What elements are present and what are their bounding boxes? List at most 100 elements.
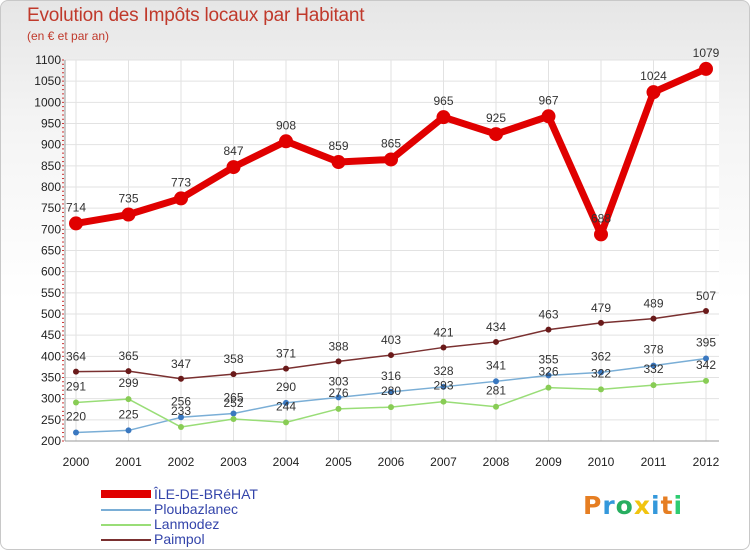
data-point [703,308,709,315]
data-point [594,227,608,242]
data-point [230,371,237,378]
data-label: 507 [696,289,716,303]
logo-letter: i [651,491,661,520]
y-tick-label: 500 [41,307,61,321]
data-point [436,110,451,125]
data-point [125,427,132,434]
legend-swatch [101,490,151,498]
data-label: 847 [223,144,243,158]
legend-swatch [101,509,151,511]
y-tick-label: 750 [41,201,61,215]
legend-label: Ploubazlanec [154,501,239,517]
y-tick-label: 300 [41,392,61,406]
y-tick-label: 950 [41,117,61,131]
data-point [545,384,552,391]
data-point [493,378,499,385]
data-label: 388 [328,339,348,353]
data-label: 281 [486,384,506,398]
data-point [69,216,83,231]
data-label: 403 [381,333,401,347]
data-point [388,388,394,395]
data-label: 244 [276,399,296,413]
logo-letter: i [673,491,684,520]
data-point [335,405,342,412]
data-point [178,414,184,421]
data-label: 965 [433,94,453,108]
data-label: 293 [433,379,453,393]
data-label: 291 [66,379,86,393]
data-point [440,398,447,405]
data-point [283,365,289,372]
data-point [125,396,132,403]
data-point [598,319,604,326]
y-tick-label: 200 [41,434,61,448]
data-label: 276 [328,386,348,400]
data-point [703,377,709,384]
y-tick-label: 1100 [35,53,61,67]
data-label: 859 [328,139,348,153]
y-tick-label: 350 [41,371,61,385]
y-tick-label: 600 [41,265,61,279]
data-label: 378 [643,343,663,357]
data-point [598,369,604,376]
data-point [73,368,79,375]
data-label: 252 [223,396,243,410]
data-point [440,383,447,390]
x-tick-label: 2001 [115,455,142,469]
x-tick-label: 2003 [220,455,247,469]
data-label: 908 [276,118,296,132]
data-label: 280 [381,384,401,398]
data-label: 434 [486,320,506,334]
data-label: 342 [696,358,716,372]
data-point [598,386,604,393]
logo-letter: t [660,491,674,520]
data-point [650,362,657,369]
data-point [178,424,184,431]
data-point [331,155,346,170]
x-tick-label: 2012 [693,455,720,469]
data-label: 735 [118,192,138,206]
data-label: 265 [223,390,243,404]
y-tick-label: 700 [41,222,61,236]
legend-swatch [101,539,151,541]
data-point [283,399,289,406]
proxiti-logo: Proxiti [583,491,683,520]
data-label: 365 [118,349,138,363]
data-point [335,394,342,401]
data-point [230,415,237,422]
data-label: 326 [538,365,558,379]
data-point [73,429,79,436]
x-tick-label: 2009 [535,455,562,469]
data-label: 328 [433,364,453,378]
y-tick-label: 250 [41,413,61,427]
data-label: 341 [486,358,506,372]
data-point [545,326,552,333]
data-point [650,315,657,322]
data-label: 332 [643,362,663,376]
y-tick-label: 850 [41,159,61,173]
y-tick-label: 400 [41,349,61,363]
x-tick-label: 2010 [588,455,615,469]
data-label: 362 [591,349,611,363]
legend-label: Paimpol [154,531,205,547]
data-label: 256 [171,394,191,408]
data-label: 371 [276,347,296,361]
logo-letter: o [615,491,634,520]
chart-title: Evolution des Impôts locaux par Habitant [27,5,365,26]
data-label: 714 [66,200,86,214]
data-label: 421 [433,325,453,339]
y-tick-label: 650 [41,244,61,258]
data-point [545,372,552,379]
data-label: 316 [381,369,401,383]
data-point [283,419,289,426]
data-point [493,403,499,410]
x-tick-label: 2011 [641,455,667,469]
data-label: 489 [643,297,663,311]
data-point [178,375,184,382]
data-label: 479 [591,301,611,315]
data-label: 967 [538,93,558,107]
data-point [650,382,657,389]
y-tick-label: 800 [41,180,61,194]
data-point [121,207,136,222]
data-point [230,410,237,417]
